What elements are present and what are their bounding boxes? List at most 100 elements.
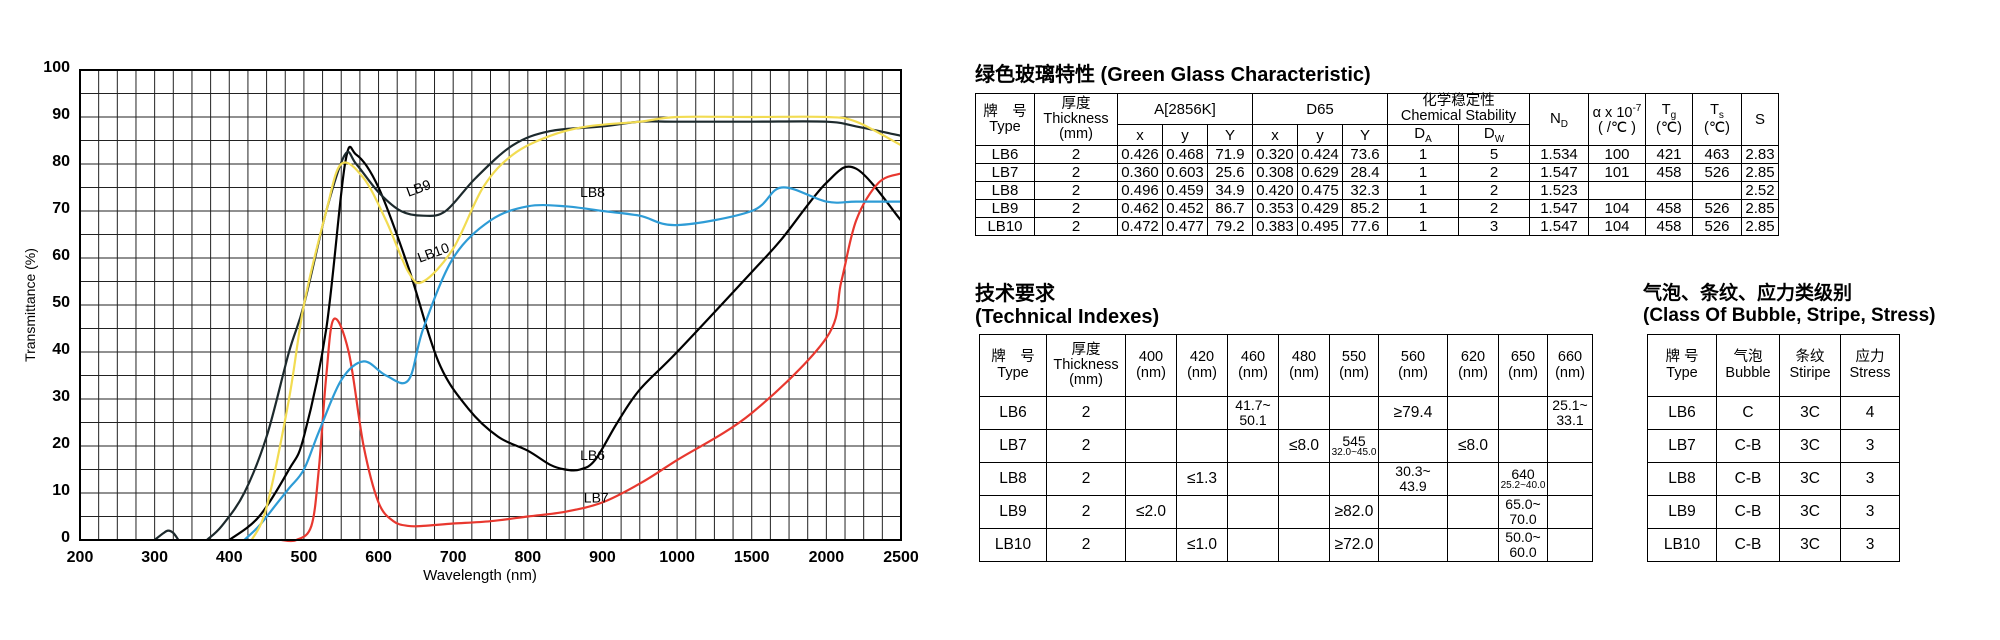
table-cell	[1498, 396, 1548, 430]
col-header: 牌 号 Type	[1647, 334, 1717, 397]
table-cell: 2	[1034, 199, 1118, 219]
table-cell: 1.547	[1529, 199, 1589, 219]
table-cell	[1447, 462, 1499, 496]
table-cell: 0.462	[1117, 199, 1163, 219]
table-cell: 1.547	[1529, 217, 1589, 237]
col-header: 条纹 Stiripe	[1779, 334, 1841, 397]
series-label: LB9	[404, 176, 433, 200]
table-cell: 50.0~ 60.0	[1498, 528, 1548, 562]
table-cell: 0.459	[1162, 181, 1208, 201]
col-wavelength: 660 (nm)	[1547, 334, 1593, 397]
table-cell: 1.523	[1529, 181, 1589, 201]
table-cell	[1125, 462, 1177, 496]
table-cell: 458	[1645, 217, 1693, 237]
table-cell	[1447, 396, 1499, 430]
table-cell: 30.3~ 43.9	[1378, 462, 1448, 496]
sub-y: y	[1297, 124, 1343, 147]
table-cell: 421	[1645, 145, 1693, 165]
table-cell	[1176, 396, 1228, 430]
table-cell: 86.7	[1207, 199, 1253, 219]
table-cell	[1278, 495, 1330, 529]
table-cell: 85.2	[1342, 199, 1388, 219]
table-row: LB6 C 3C 4	[1647, 396, 1900, 430]
table-cell: 0.477	[1162, 217, 1208, 237]
table-cell: C-B	[1716, 495, 1780, 529]
col-type: 牌 号 Type	[975, 92, 1035, 147]
table-cell: 545 32.0~45.0	[1329, 429, 1379, 463]
table-cell	[1278, 528, 1330, 562]
table-cell: 0.475	[1297, 181, 1343, 201]
sub-y: y	[1162, 124, 1208, 147]
table-cell: 2.85	[1741, 199, 1779, 219]
table-cell: 32.3	[1342, 181, 1388, 201]
table-header-row: 牌 号 Type 厚度 Thickness (mm) A[2856K] D65 化学稳…	[975, 92, 1779, 147]
table-cell	[1447, 495, 1499, 529]
table-cell: 2.52	[1741, 181, 1779, 201]
table-cell: 0.308	[1252, 163, 1298, 183]
table-cell: 0.495	[1297, 217, 1343, 237]
table-cell: LB6	[975, 145, 1035, 165]
table-cell	[1125, 396, 1177, 430]
table-cell: 2.85	[1741, 163, 1779, 183]
table-cell: 0.426	[1117, 145, 1163, 165]
series-lb9-line	[206, 120, 902, 541]
table-cell	[1125, 429, 1177, 463]
row-thickness: 2	[1046, 528, 1126, 562]
col-nd: ND	[1529, 92, 1589, 147]
table-cell	[1378, 528, 1448, 562]
table-cell: 0.603	[1162, 163, 1208, 183]
table-cell	[1378, 495, 1448, 529]
table-cell: 0.353	[1252, 199, 1298, 219]
table-cell: 0.496	[1117, 181, 1163, 201]
table-row: LB9 2 ≤2.0 ≥82.0 65.0~ 70.0	[979, 495, 1593, 529]
sub-Y: Y	[1342, 124, 1388, 147]
row-type: LB8	[979, 462, 1047, 496]
table-cell: ≥72.0	[1329, 528, 1379, 562]
col-a2856: A[2856K]	[1117, 92, 1253, 126]
table-cell: 0.383	[1252, 217, 1298, 237]
series-lb10-line	[250, 115, 902, 541]
table-cell: 526	[1692, 199, 1742, 219]
table-cell: 1	[1387, 217, 1459, 237]
y-tick-label: 20	[52, 435, 70, 452]
sub-dw: DW	[1458, 124, 1530, 147]
table-cell: 0.452	[1162, 199, 1208, 219]
table-cell: 3	[1840, 495, 1900, 529]
x-tick-label: 1500	[734, 549, 770, 566]
table-cell: 0.424	[1297, 145, 1343, 165]
table-cell: 104	[1588, 217, 1646, 237]
table-cell: 3	[1840, 429, 1900, 463]
table-cell: 0.420	[1252, 181, 1298, 201]
col-wavelength: 420 (nm)	[1176, 334, 1228, 397]
col-chem-stability: 化学稳定性 Chemical Stability	[1387, 92, 1530, 126]
table-cell: 0.468	[1162, 145, 1208, 165]
table-cell: 463	[1692, 145, 1742, 165]
x-tick-label: 500	[291, 549, 318, 566]
row-type: LB9	[979, 495, 1047, 529]
table-cell: 640 25.2~40.0	[1498, 462, 1548, 496]
table-cell: 25.6	[1207, 163, 1253, 183]
table-cell: 0.629	[1297, 163, 1343, 183]
table-cell: LB6	[1647, 396, 1717, 430]
table-cell	[1125, 528, 1177, 562]
sub-Y: Y	[1207, 124, 1253, 147]
table-row: LB9 2 0.462 0.452 86.7 0.353 0.429 85.2 1 2 1.547 1…	[975, 199, 1779, 219]
table-row: LB8 2 0.496 0.459 34.9 0.420 0.475 32.3 1 2 1.523 2…	[975, 181, 1779, 201]
series-label: LB7	[584, 489, 609, 505]
table3-title-cn: 气泡、条纹、应力类级别	[1643, 283, 1853, 304]
small-peak-line	[153, 529, 180, 541]
table-cell: 2	[1034, 217, 1118, 237]
table-cell: 73.6	[1342, 145, 1388, 165]
x-tick-label: 200	[67, 549, 94, 566]
table-cell: 458	[1645, 163, 1693, 183]
chart-grid	[79, 69, 902, 541]
x-tick-label: 700	[440, 549, 467, 566]
sub-x: x	[1117, 124, 1163, 147]
x-tick-label: 600	[365, 549, 392, 566]
sub-da: DA	[1387, 124, 1459, 147]
table-cell: ≤1.3	[1176, 462, 1228, 496]
table-cell: 2	[1458, 199, 1530, 219]
table-cell: LB8	[975, 181, 1035, 201]
table-cell: ≤8.0	[1278, 429, 1330, 463]
